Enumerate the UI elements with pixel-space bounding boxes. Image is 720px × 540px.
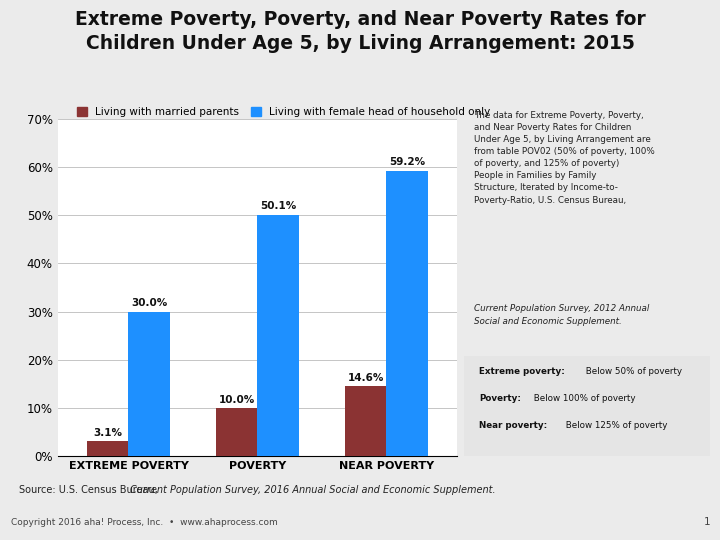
Text: Below 125% of poverty: Below 125% of poverty: [563, 421, 667, 430]
Bar: [387, 171, 428, 456]
Text: Below 50% of poverty: Below 50% of poverty: [582, 367, 682, 376]
Text: 3.1%: 3.1%: [94, 428, 122, 438]
Text: Source: U.S. Census Bureau,: Source: U.S. Census Bureau,: [19, 485, 161, 495]
Text: Below 100% of poverty: Below 100% of poverty: [531, 394, 636, 403]
Legend: Living with married parents, Living with female head of household only: Living with married parents, Living with…: [77, 107, 490, 117]
Text: 59.2%: 59.2%: [389, 158, 425, 167]
Text: Current Population Survey, 2016 Annual Social and Economic Supplement.: Current Population Survey, 2016 Annual S…: [130, 485, 496, 495]
Text: Extreme Poverty, Poverty, and Near Poverty Rates for
Children Under Age 5, by Li: Extreme Poverty, Poverty, and Near Pover…: [75, 10, 645, 53]
Text: 1: 1: [704, 517, 711, 528]
Text: Near poverty:: Near poverty:: [480, 421, 547, 430]
Text: Current Population Survey, 2012 Annual
Social and Economic Supplement.: Current Population Survey, 2012 Annual S…: [474, 305, 649, 326]
Text: 10.0%: 10.0%: [219, 395, 255, 404]
Text: The data for Extreme Poverty, Poverty,
and Near Poverty Rates for Children
Under: The data for Extreme Poverty, Poverty, a…: [474, 111, 655, 205]
FancyBboxPatch shape: [462, 356, 711, 457]
Text: 14.6%: 14.6%: [348, 373, 384, 382]
Bar: [258, 215, 299, 456]
Bar: [87, 441, 128, 456]
Text: Copyright 2016 aha! Process, Inc.  •  www.ahaprocess.com: Copyright 2016 aha! Process, Inc. • www.…: [11, 518, 277, 527]
Text: 30.0%: 30.0%: [131, 298, 167, 308]
Bar: [345, 386, 387, 456]
Bar: [128, 312, 170, 456]
Bar: [216, 408, 258, 456]
Text: 50.1%: 50.1%: [260, 201, 296, 211]
Text: Poverty:: Poverty:: [480, 394, 521, 403]
Text: Extreme poverty:: Extreme poverty:: [480, 367, 565, 376]
